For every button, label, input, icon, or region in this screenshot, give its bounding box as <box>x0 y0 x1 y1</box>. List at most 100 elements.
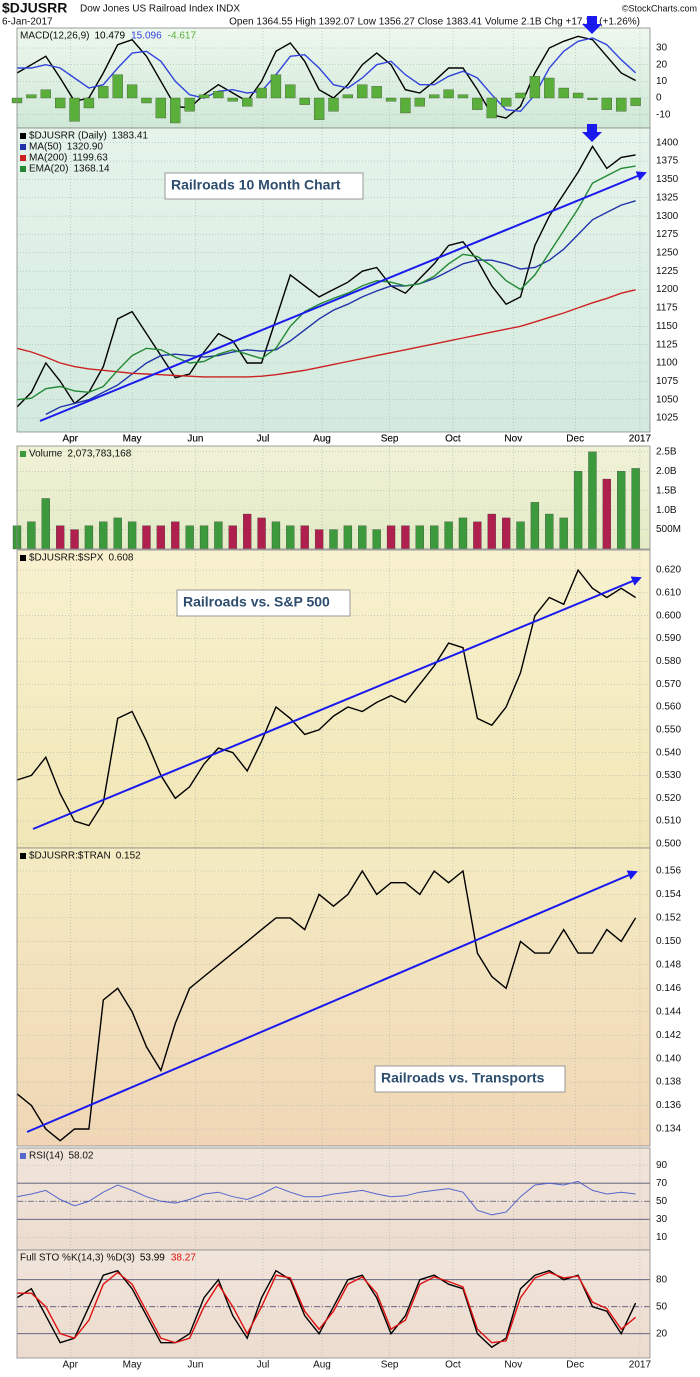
y-tick-label: 0.580 <box>656 656 681 667</box>
volume-bar <box>286 525 295 550</box>
panel-background <box>17 1148 650 1250</box>
annotation: Railroads vs. Transports <box>381 1070 545 1086</box>
volume-bar <box>243 513 252 550</box>
x-tick-label: 2017 <box>629 1360 652 1371</box>
y-tick-label: 0.540 <box>656 747 681 758</box>
y-tick-label: 0.152 <box>656 913 681 924</box>
x-tick-label: May <box>123 1360 142 1371</box>
legend-swatch <box>20 144 26 150</box>
y-tick-label: 1225 <box>656 266 679 277</box>
y-tick-label: 10 <box>656 76 668 87</box>
series-line <box>17 1271 637 1344</box>
histogram-bar <box>429 94 440 99</box>
histogram-bar <box>126 84 138 99</box>
volume-bar <box>271 521 281 550</box>
legend-title: MACD(12,26,9) <box>20 31 89 42</box>
down-arrow <box>582 124 602 142</box>
legend-name: RSI(14) <box>29 1151 63 1162</box>
x-tick-label: Jul <box>257 434 270 445</box>
volume-bar <box>300 525 309 550</box>
volume-bar <box>113 517 122 550</box>
x-tick-label: Nov <box>504 434 522 445</box>
histogram-bar <box>40 89 51 99</box>
legend-value: 15.096 <box>131 31 162 42</box>
x-tick-label: Dec <box>566 1360 584 1371</box>
volume-bar <box>617 471 626 550</box>
y-tick-label: 20 <box>656 59 668 70</box>
index-name: Dow Jones US Railroad Index INDX <box>80 4 240 15</box>
y-tick-label: 1175 <box>656 303 678 314</box>
histogram-bar <box>285 84 296 99</box>
y-tick-label: 20 <box>656 1328 668 1339</box>
x-tick-label: Oct <box>445 1360 461 1371</box>
volume-bar <box>329 529 338 550</box>
histogram-bar <box>529 76 541 99</box>
legend-value: 10.479 <box>94 31 125 42</box>
y-tick-label: 0.510 <box>656 816 681 827</box>
histogram-bar <box>472 97 483 110</box>
y-tick-label: 30 <box>656 43 668 54</box>
volume-bar <box>56 525 65 550</box>
x-tick-label: Nov <box>504 434 522 445</box>
y-tick-label: 0.600 <box>656 610 681 621</box>
histogram-bar <box>112 74 123 99</box>
legend-value: -4.617 <box>168 31 197 42</box>
legend-value: 1199.63 <box>72 153 108 164</box>
panel-background <box>17 28 650 128</box>
volume-bar <box>27 521 36 550</box>
volume-bar <box>84 525 94 550</box>
legend-swatch <box>20 555 26 561</box>
y-tick-label: 70 <box>656 1178 668 1189</box>
histogram-bar <box>457 94 469 99</box>
histogram-bar <box>616 97 627 112</box>
legend-value: 58.02 <box>68 1151 93 1162</box>
panel-border <box>16 445 651 550</box>
x-tick-label: Sep <box>381 434 399 445</box>
x-tick-label: Oct <box>445 434 461 445</box>
credit: ©StockCharts.com <box>622 3 697 13</box>
y-tick-label: 0.142 <box>656 1030 681 1041</box>
volume-bar <box>516 521 525 550</box>
y-tick-label: 2.5B <box>656 446 677 457</box>
legend-value: 2,073,783,168 <box>67 449 131 460</box>
volume-bar <box>501 517 511 550</box>
y-tick-label: 1.5B <box>656 485 677 496</box>
histogram-bar <box>328 97 339 112</box>
legend-swatch <box>20 1153 26 1159</box>
y-tick-label: 0 <box>656 93 662 104</box>
histogram-bar <box>313 97 325 120</box>
trend-line <box>26 870 638 1133</box>
histogram-bar <box>414 97 425 107</box>
histogram-bar <box>630 97 641 106</box>
y-tick-label: 0.144 <box>656 1006 681 1017</box>
trend-line <box>39 171 647 422</box>
volume-bar <box>99 521 108 550</box>
y-tick-label: 1075 <box>656 376 679 387</box>
y-tick-label: 1350 <box>656 174 679 185</box>
volume-bar <box>415 525 424 550</box>
x-tick-label: Dec <box>566 434 584 445</box>
panel-border <box>16 127 651 433</box>
y-tick-label: 30 <box>656 1214 668 1225</box>
x-tick-label: Aug <box>313 434 331 445</box>
y-tick-label: 1250 <box>656 247 679 258</box>
y-tick-label: 0.620 <box>656 565 681 576</box>
symbol: $DJUSRR <box>2 0 67 16</box>
y-tick-label: 80 <box>656 1274 668 1285</box>
volume-bar <box>358 525 367 550</box>
x-tick-label: Jun <box>187 434 203 445</box>
y-tick-label: 50 <box>656 1196 668 1207</box>
y-tick-label: 0.150 <box>656 936 681 947</box>
y-tick-label: 1275 <box>656 229 679 240</box>
x-tick-label: Apr <box>62 434 78 445</box>
histogram-bar <box>443 89 454 99</box>
volume-bar <box>314 529 324 550</box>
histogram-bar <box>500 97 512 107</box>
legend-value: 38.27 <box>171 1253 196 1264</box>
quote: Open 1364.55 High 1392.07 Low 1356.27 Cl… <box>229 17 640 28</box>
y-tick-label: 1100 <box>656 358 678 369</box>
volume-bar <box>41 498 50 550</box>
annotation-box <box>176 589 351 617</box>
x-tick-label: May <box>123 434 142 445</box>
